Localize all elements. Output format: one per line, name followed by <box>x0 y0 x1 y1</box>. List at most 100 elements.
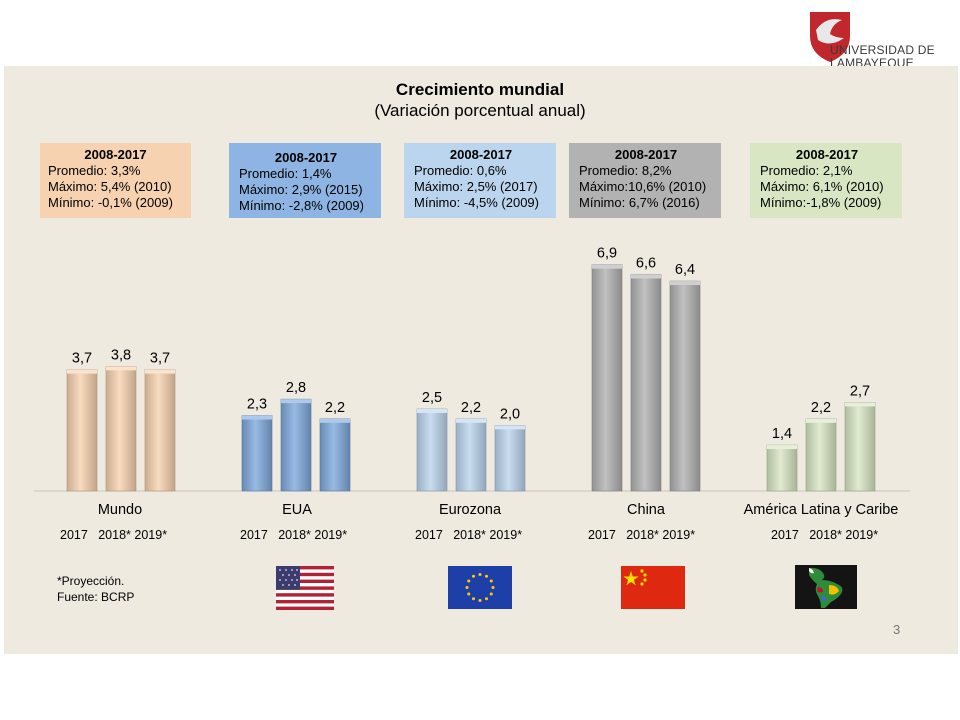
year-label: 2018* <box>809 528 842 542</box>
stat-box-china: 2008-2017 Promedio: 8,2% Máximo:10,6% (2… <box>569 143 721 218</box>
years-eua: 2017 2018* 2019* <box>240 528 347 542</box>
years-america-latina: 2017 2018* 2019* <box>771 528 878 542</box>
stat-minimo: Mínimo: -2,8% (2009) <box>239 198 364 213</box>
data-label-2-0: 2,5 <box>422 390 442 406</box>
year-label: 2017 <box>771 528 799 542</box>
chart-title: Crecimiento mundial <box>395 80 565 99</box>
bar-4-0 <box>766 444 798 492</box>
years-eurozona: 2017 2018* 2019* <box>415 528 522 542</box>
data-label-1-0: 2,3 <box>247 397 267 413</box>
stat-promedio: Promedio: 8,2% <box>579 163 672 178</box>
bar-0-0 <box>66 369 98 492</box>
stat-maximo: Máximo: 6,1% (2010) <box>760 179 884 194</box>
bar-top-0-1 <box>106 366 136 371</box>
bar-1-0 <box>241 415 273 492</box>
category-label-eurozona: Eurozona <box>438 502 502 518</box>
year-label: 2019* <box>489 528 523 542</box>
bar-4-1 <box>805 418 837 492</box>
category-label-america-latina: América Latina y Caribe <box>743 502 899 518</box>
category-label-mundo: Mundo <box>97 502 143 518</box>
bar-2-1 <box>455 418 487 492</box>
eu-star <box>491 586 495 589</box>
bar-2-2 <box>494 425 526 492</box>
logo-text-line1: UNIVERSIDAD DE <box>830 44 935 57</box>
year-label: 2018* <box>278 528 311 542</box>
bar-top-4-0 <box>767 445 797 450</box>
data-label-4-1: 2,2 <box>811 400 831 416</box>
category-label-china: China <box>627 502 665 518</box>
data-label-1-2: 2,2 <box>325 400 345 416</box>
stat-box-eurozona: 2008-2017 Promedio: 0,6% Máximo: 2,5% (2… <box>404 143 556 218</box>
stat-period: 2008-2017 <box>274 150 338 165</box>
bar-0-2 <box>144 369 176 492</box>
bar-top-0-2 <box>145 369 175 374</box>
source-note: Fuente: BCRP <box>57 590 135 604</box>
bar-top-4-1 <box>806 418 836 423</box>
bar-top-4-2 <box>845 402 875 407</box>
stat-period: 2008-2017 <box>795 147 859 162</box>
stat-period: 2008-2017 <box>84 147 147 162</box>
stat-promedio: Promedio: 0,6% <box>414 163 507 178</box>
bar-top-1-2 <box>320 418 350 423</box>
stat-maximo: Máximo: 2,9% (2015) <box>239 182 363 197</box>
stat-period: 2008-2017 <box>449 147 513 162</box>
stat-minimo: Mínimo: -4,5% (2009) <box>414 195 539 210</box>
year-label: 2019* <box>314 528 348 542</box>
eu-star <box>467 579 471 583</box>
year-label: 2017 <box>240 528 268 542</box>
bar-top-2-2 <box>495 425 525 430</box>
data-label-4-2: 2,7 <box>850 383 870 399</box>
eu-star <box>472 574 475 578</box>
stat-maximo: Máximo: 2,5% (2017) <box>414 179 538 194</box>
eu-star <box>485 574 488 578</box>
year-label: 2019* <box>845 528 879 542</box>
bar-top-2-1 <box>456 418 486 423</box>
bar-top-3-2 <box>670 281 700 286</box>
stat-minimo: Mínimo:-1,8% (2009) <box>760 195 882 210</box>
bar-1-2 <box>319 418 351 492</box>
category-label-eua: EUA <box>282 502 312 518</box>
years-china: 2017 2018* 2019* <box>588 528 695 542</box>
chart-subtitle: (Variación porcentual anual) <box>374 101 586 120</box>
stat-box-eua: 2008-2017 Promedio: 1,4% Máximo: 2,9% (2… <box>229 143 381 218</box>
usa-flag-icon <box>276 566 334 610</box>
latin-america-map-icon <box>795 565 857 609</box>
bar-top-1-0 <box>242 415 272 420</box>
stat-promedio: Promedio: 1,4% <box>239 166 332 181</box>
eu-star <box>465 586 469 589</box>
bar-top-1-1 <box>281 399 311 404</box>
bar-top-3-1 <box>631 274 661 279</box>
data-label-3-2: 6,4 <box>675 262 695 278</box>
data-label-0-2: 3,7 <box>150 351 170 367</box>
university-logo-icon <box>810 12 850 62</box>
year-label: 2018* <box>98 528 131 542</box>
eu-flag-icon <box>448 566 512 609</box>
bar-3-1 <box>630 274 662 492</box>
bars-group: 3,7 3,8 3,7 2,3 2,8 2,2 2,5 2,2 2,0 6,9 6,6 6,4 1,4 2… <box>66 246 876 492</box>
data-label-2-2: 2,0 <box>500 406 520 422</box>
data-label-3-1: 6,6 <box>636 256 656 272</box>
eu-star <box>478 573 482 576</box>
stat-minimo: Mínimo: 6,7% (2016) <box>579 195 700 210</box>
data-label-4-0: 1,4 <box>772 426 792 442</box>
stat-maximo: Máximo:10,6% (2010) <box>579 179 707 194</box>
bar-top-0-0 <box>67 369 97 374</box>
year-label: 2018* <box>453 528 486 542</box>
logo-text-line2: LAMBAYEQUE <box>830 56 914 67</box>
bar-3-2 <box>669 280 701 492</box>
year-label: 2019* <box>662 528 696 542</box>
year-label: 2017 <box>60 528 88 542</box>
years-mundo: 2017 2018* 2019* <box>60 528 167 542</box>
bar-3-0 <box>591 264 623 492</box>
footnotes: *Proyección. Fuente: BCRP <box>57 573 134 605</box>
stat-promedio: Promedio: 3,3% <box>48 163 141 178</box>
stat-maximo: Máximo: 5,4% (2010) <box>48 179 172 194</box>
eu-star <box>472 597 475 601</box>
bar-4-2 <box>844 402 876 492</box>
data-label-0-0: 3,7 <box>72 351 92 367</box>
eu-star <box>489 592 493 596</box>
bar-1-1 <box>280 398 312 492</box>
year-label: 2017 <box>415 528 443 542</box>
stat-promedio: Promedio: 2,1% <box>760 163 853 178</box>
